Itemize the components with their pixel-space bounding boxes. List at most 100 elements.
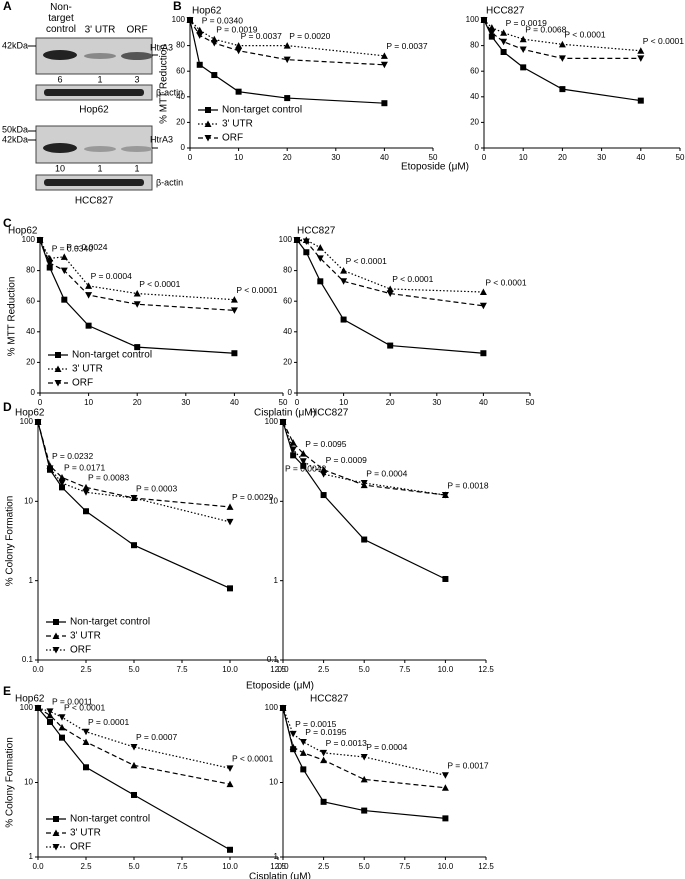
legend-label: 3' UTR <box>70 828 101 839</box>
annotation: P = 0.0029 <box>232 492 273 502</box>
marker <box>519 46 527 53</box>
annotation: P = 0.0004 <box>366 468 407 478</box>
marker <box>299 458 307 465</box>
marker <box>520 64 527 71</box>
y-tick-label: 20 <box>26 358 35 367</box>
panel-letter: A <box>3 0 12 13</box>
y-tick-label: 100 <box>20 703 34 712</box>
y-tick-label: 1 <box>29 852 34 861</box>
band <box>121 52 153 60</box>
legend-marker <box>53 619 59 625</box>
annotation: P = 0.0083 <box>88 473 129 483</box>
blot-membrane <box>35 125 153 164</box>
y-tick-label: 100 <box>172 15 186 24</box>
x-tick-label: 30 <box>331 153 340 162</box>
band <box>44 179 144 186</box>
marker <box>320 749 328 757</box>
y-tick-label: 100 <box>20 417 34 426</box>
marker <box>637 55 645 62</box>
x-tick-label: 12.5 <box>270 862 286 871</box>
marker <box>387 342 394 349</box>
marker <box>500 29 508 36</box>
series-line <box>189 19 385 57</box>
marker <box>46 259 54 267</box>
legend-marker <box>204 120 212 127</box>
annotation: P = 0.0015 <box>295 719 336 729</box>
band <box>44 89 144 96</box>
x-tick-label: 12.5 <box>478 862 494 871</box>
marker <box>479 302 487 310</box>
x-tick-label: 5.0 <box>359 665 371 674</box>
marker <box>289 446 297 454</box>
y-tick-label: 40 <box>470 92 479 101</box>
series-line <box>282 707 446 789</box>
ratio: 10 <box>55 163 65 173</box>
series-line <box>37 421 231 589</box>
marker <box>299 450 307 457</box>
annotation: P = 0.0004 <box>366 742 407 752</box>
marker <box>60 267 68 275</box>
marker <box>637 47 645 54</box>
marker <box>83 764 89 771</box>
x-tick-label: 20 <box>386 398 395 407</box>
y-tick-label: 100 <box>265 703 279 712</box>
marker <box>441 492 449 499</box>
annotation: P = 0.0340 <box>202 15 243 25</box>
marker <box>386 285 394 292</box>
annotation: P = 0.0020 <box>289 31 330 41</box>
marker <box>360 775 368 783</box>
series-line <box>37 707 231 851</box>
y-tick-label: 1 <box>29 576 34 585</box>
y-tick-label: 80 <box>26 266 35 275</box>
x-tick-label: 5.0 <box>128 862 140 871</box>
legend-label: Non-target control <box>70 617 150 628</box>
y-axis-label: % MTT Reduction <box>7 277 18 357</box>
y-tick-label: 40 <box>26 327 35 336</box>
marker <box>316 255 324 262</box>
marker <box>303 249 310 256</box>
marker <box>480 350 487 357</box>
marker <box>361 536 368 543</box>
marker <box>130 761 138 769</box>
marker <box>130 495 138 502</box>
lane-label: Non-target control <box>45 2 76 35</box>
x-tick-label: 12.5 <box>270 665 286 674</box>
annotation: P = 0.0019 <box>216 24 257 34</box>
chart-title: HCC827 <box>310 408 349 419</box>
annotation: P = 0.0171 <box>64 463 105 473</box>
x-tick-label: 30 <box>597 153 606 162</box>
y-tick-label: 0 <box>181 143 186 152</box>
marker <box>82 738 90 745</box>
y-tick-label: 10 <box>24 778 33 787</box>
marker <box>83 508 89 515</box>
marker <box>361 807 368 814</box>
marker <box>289 743 297 750</box>
ratio: 1 <box>97 74 102 84</box>
chart-title: Hop62 <box>8 226 38 237</box>
marker <box>60 253 68 260</box>
marker <box>59 484 65 491</box>
x-tick-label: 0 <box>38 398 43 407</box>
panel-letter: D <box>3 400 12 414</box>
x-tick-label: 0.0 <box>277 665 289 674</box>
legend-label: Non-target control <box>72 350 152 361</box>
y-axis-label: % MTT Reduction <box>159 44 170 124</box>
marker <box>227 846 233 853</box>
x-tick-label: 12.5 <box>478 665 494 674</box>
annotation: P = 0.0017 <box>447 761 488 771</box>
marker <box>320 471 328 478</box>
marker <box>441 772 449 779</box>
marker <box>500 38 508 46</box>
ratio: 1 <box>97 163 102 173</box>
annotation: P < 0.0001 <box>485 277 526 287</box>
marker <box>34 705 42 712</box>
annotation: P = 0.0048 <box>285 464 326 474</box>
y-tick-label: 100 <box>265 417 279 426</box>
annotation: P < 0.0001 <box>564 30 605 40</box>
ratio: 6 <box>57 74 62 84</box>
panel-letter: C <box>3 216 12 230</box>
y-tick-label: 40 <box>176 92 185 101</box>
marker <box>558 40 566 48</box>
